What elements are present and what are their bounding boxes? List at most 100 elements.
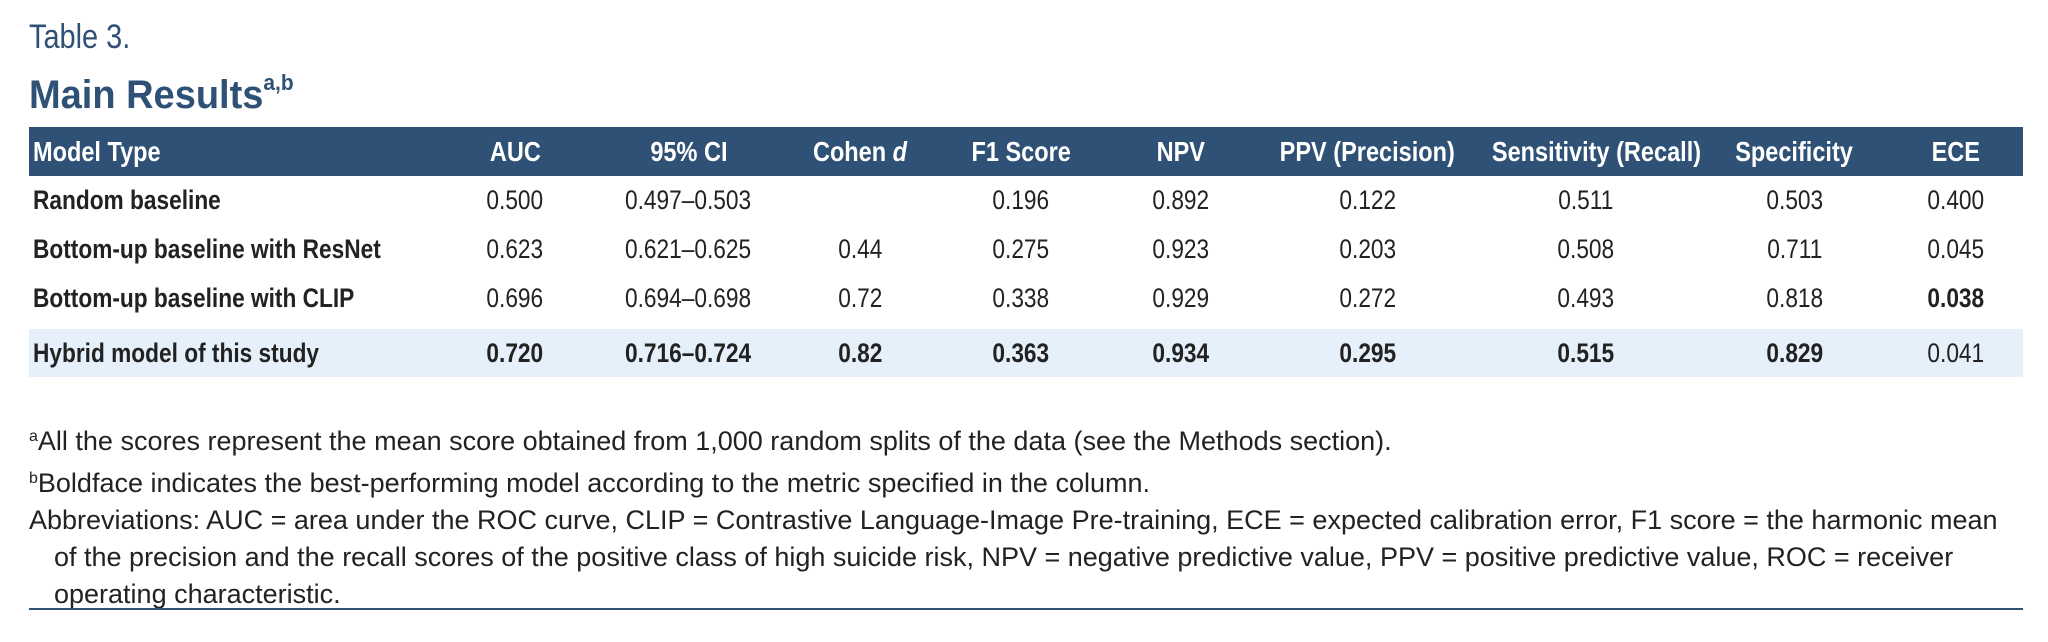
- table-cell: 0.694–0.698: [601, 274, 776, 323]
- row-label: Hybrid model of this study: [29, 329, 429, 377]
- table-cell: 0.72: [776, 274, 944, 323]
- cell-text: 0.295: [1339, 337, 1396, 368]
- cell-text: Hybrid model of this study: [33, 337, 320, 368]
- table-cell: 0.272: [1263, 274, 1472, 323]
- cell-text: 0.503: [1766, 185, 1823, 215]
- header-text: AUC: [489, 135, 541, 167]
- table-cell: 0.493: [1472, 274, 1700, 323]
- footnote: Abbreviations: AUC = area under the ROC …: [29, 502, 2023, 613]
- cell-text: 0.711: [1766, 234, 1823, 264]
- cell-text: 0.272: [1339, 283, 1396, 313]
- table-cell: 0.363: [944, 329, 1098, 377]
- table-cell: 0.923: [1098, 225, 1263, 274]
- footnote: bBoldface indicates the best-performing …: [29, 460, 2023, 502]
- footnote-text: Abbreviations: AUC = area under the ROC …: [29, 505, 1998, 609]
- header-text: F1 Score: [971, 135, 1071, 167]
- footnotes: aAll the scores represent the mean score…: [29, 418, 2023, 613]
- cell-text: 0.275: [992, 234, 1050, 264]
- column-header: AUC: [429, 127, 601, 176]
- table-title: Main Resultsa,b: [29, 70, 294, 118]
- row-label: Bottom-up baseline with ResNet: [29, 225, 429, 274]
- title-footnote-marks: a,b: [263, 70, 294, 95]
- header-row: Model Type AUC 95% CI Cohen d F1 Score NPV PPV…: [29, 127, 2023, 176]
- table-cell: 0.203: [1263, 225, 1472, 274]
- column-header: 95% CI: [601, 127, 776, 176]
- table-row: Bottom-up baseline with CLIP 0.696 0.694–0…: [29, 274, 2023, 323]
- footnote: aAll the scores represent the mean score…: [29, 418, 2023, 460]
- bottom-rule: [29, 608, 2023, 610]
- cell-text: 0.493: [1557, 283, 1615, 313]
- table-cell: 0.503: [1700, 176, 1889, 225]
- table-cell: 0.892: [1098, 176, 1263, 225]
- table-cell: 0.497–0.503: [601, 176, 776, 225]
- header-text: Sensitivity (Recall): [1491, 135, 1702, 167]
- header-word: Cohen: [812, 135, 887, 167]
- cell-text: 0.203: [1339, 234, 1396, 264]
- column-header: Specificity: [1700, 127, 1889, 176]
- cell-text: Bottom-up baseline with ResNet: [33, 234, 381, 264]
- cell-text: 0.934: [1152, 337, 1209, 368]
- header-text: Specificity: [1735, 135, 1854, 167]
- table-body: Random baseline 0.500 0.497–0.503 0.196 0.89…: [29, 176, 2023, 377]
- cell-text: 0.623: [486, 234, 544, 264]
- table-cell: 0.500: [429, 176, 601, 225]
- cell-text: 0.818: [1766, 283, 1823, 313]
- table-cell: 0.196: [944, 176, 1098, 225]
- header-text: 95% CI: [649, 135, 728, 167]
- table-cell: 0.818: [1700, 274, 1889, 323]
- table-cell: 0.623: [429, 225, 601, 274]
- cell-text: 0.929: [1152, 283, 1209, 313]
- table-cell: 0.44: [776, 225, 944, 274]
- table-cell: [776, 176, 944, 225]
- header-text: Model Type: [33, 135, 161, 167]
- cell-text: 0.363: [992, 337, 1050, 368]
- cell-text: 0.829: [1766, 337, 1823, 368]
- row-label: Random baseline: [29, 176, 429, 225]
- row-label: Bottom-up baseline with CLIP: [29, 274, 429, 323]
- table-cell: 0.82: [776, 329, 944, 377]
- header-text: Cohen d: [813, 136, 907, 168]
- table-cell: 0.711: [1700, 225, 1889, 274]
- cell-text: 0.716–0.724: [625, 337, 752, 368]
- cell-text: 0.038: [1927, 283, 1985, 313]
- cell-text: 0.196: [992, 185, 1050, 215]
- cell-text: 0.041: [1927, 337, 1985, 368]
- column-header: NPV: [1098, 127, 1263, 176]
- table-cell: 0.038: [1889, 274, 2023, 323]
- footnote-mark: b: [29, 470, 38, 487]
- column-header: Cohen d: [776, 127, 944, 176]
- cell-text: 0.497–0.503: [625, 185, 752, 215]
- header-text: PPV (Precision): [1279, 135, 1456, 167]
- header-text: ECE: [1931, 135, 1981, 167]
- cell-text: 0.720: [486, 337, 544, 368]
- table-cell: 0.338: [944, 274, 1098, 323]
- table-row: Random baseline 0.500 0.497–0.503 0.196 0.89…: [29, 176, 2023, 225]
- table-row: Hybrid model of this study 0.720 0.716–0.7…: [29, 329, 2023, 377]
- cell-text: Random baseline: [33, 185, 221, 215]
- footnote-text: Boldface indicates the best-performing m…: [37, 468, 1150, 498]
- cell-text: 0.122: [1339, 185, 1396, 215]
- cell-text: 0.696: [486, 283, 544, 313]
- cell-text: 0.400: [1927, 185, 1985, 215]
- column-header: F1 Score: [944, 127, 1098, 176]
- results-table: Model Type AUC 95% CI Cohen d F1 Score NPV PPV…: [29, 127, 2023, 377]
- header-text: NPV: [1156, 135, 1205, 167]
- column-header: Sensitivity (Recall): [1472, 127, 1702, 176]
- cell-text: 0.694–0.698: [625, 283, 752, 313]
- cell-text: 0.82: [837, 337, 883, 368]
- column-header: Model Type: [29, 127, 429, 176]
- cell-text: 0.923: [1152, 234, 1209, 264]
- table-cell: 0.621–0.625: [601, 225, 776, 274]
- table-cell: 0.929: [1098, 274, 1263, 323]
- table-label: Table 3.: [29, 18, 131, 56]
- cell-text: 0.72: [837, 283, 883, 313]
- cell-text: 0.892: [1152, 185, 1209, 215]
- table-cell: 0.041: [1889, 329, 2023, 377]
- cell-text: 0.511: [1558, 185, 1614, 215]
- table-cell: 0.275: [944, 225, 1098, 274]
- table-cell: 0.122: [1263, 176, 1472, 225]
- table-cell: 0.720: [429, 329, 601, 377]
- table-cell: 0.934: [1098, 329, 1263, 377]
- table-cell: 0.511: [1472, 176, 1700, 225]
